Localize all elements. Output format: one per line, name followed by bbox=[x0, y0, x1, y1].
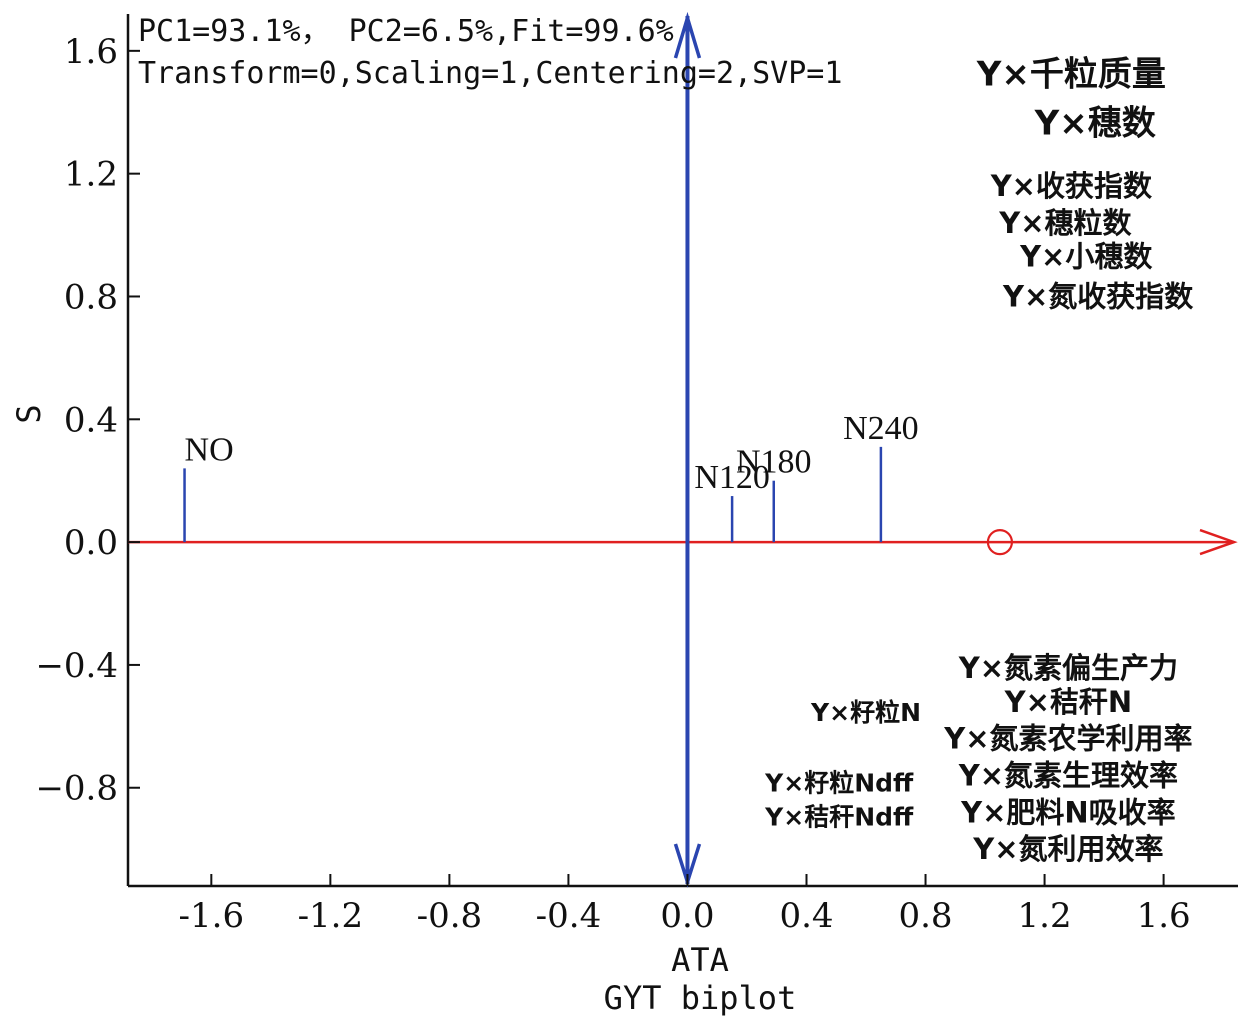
ata-arrow-head bbox=[1199, 528, 1238, 556]
trait-label: Y×氮素农学利用率 bbox=[943, 722, 1192, 756]
y-tick-label: 0.0 bbox=[64, 523, 118, 563]
trait-label: Y×收获指数 bbox=[990, 169, 1153, 203]
trait-label: Y×籽粒N bbox=[810, 698, 921, 727]
genotype-label: N120 bbox=[694, 459, 770, 496]
trait-label: Y×穗数 bbox=[1034, 104, 1156, 144]
trait-label: Y×肥料N吸收率 bbox=[960, 795, 1176, 829]
axes bbox=[128, 11, 1238, 888]
plot-frame bbox=[126, 14, 1238, 888]
trait-label: Y×籽粒Ndff bbox=[764, 769, 914, 798]
x-tick-label: -1.2 bbox=[298, 896, 364, 936]
ata-marker-circle bbox=[986, 529, 1014, 556]
ordinate-arrow-top bbox=[673, 11, 702, 59]
y-tick-label: 1.2 bbox=[64, 155, 118, 195]
y-axis-title: S bbox=[10, 404, 48, 423]
trait-label: Y×秸秆Ndff bbox=[764, 802, 914, 831]
x-tick-label: -0.4 bbox=[536, 896, 602, 936]
genotype-label: NO bbox=[185, 431, 234, 468]
trait-label: Y×氮素生理效率 bbox=[958, 758, 1178, 792]
data-marks bbox=[183, 446, 1014, 556]
x-tick-label: -0.8 bbox=[417, 896, 483, 936]
info-line-2: Transform=0,Scaling=1,Centering=2,SVP=1 bbox=[138, 56, 842, 91]
trait-label: Y×氮素偏生产力 bbox=[958, 651, 1178, 685]
y-tick-label: 0.8 bbox=[64, 277, 118, 317]
x-axis-title: ATA bbox=[671, 941, 729, 979]
trait-label: Y×氮收获指数 bbox=[1002, 279, 1194, 313]
x-tick-label: 1.2 bbox=[1018, 896, 1072, 936]
trait-label: Y×小穗数 bbox=[1019, 240, 1153, 274]
x-tick-label: 1.6 bbox=[1137, 896, 1191, 936]
trait-label: Y×氮利用效率 bbox=[972, 832, 1163, 866]
y-tick-label: −0.4 bbox=[35, 646, 118, 686]
trait-label: Y×千粒质量 bbox=[976, 54, 1166, 94]
x-tick-label: -1.6 bbox=[179, 896, 245, 936]
y-tick-label: 1.6 bbox=[64, 32, 118, 72]
trait-label: Y×穗粒数 bbox=[998, 206, 1132, 240]
x-tick-label: 0.0 bbox=[660, 896, 714, 936]
text-labels: -1.6 -1.2 -0.8 -0.4 0.0 0.4 0.8 1.2 1.6 −0.8 −0.4 0… bbox=[35, 32, 1194, 936]
y-tick-label: −0.8 bbox=[35, 769, 118, 809]
genotype-label: N240 bbox=[843, 410, 919, 447]
genotype-label: N180 bbox=[736, 444, 812, 481]
info-line-1: PC1=93.1%， PC2=6.5%,Fit=99.6% bbox=[138, 14, 674, 49]
x-tick-label: 0.4 bbox=[779, 896, 833, 936]
y-tick-label: 0.4 bbox=[64, 400, 118, 440]
x-tick-label: 0.8 bbox=[898, 896, 952, 936]
chart-title: GYT biplot bbox=[604, 979, 797, 1017]
trait-label: Y×秸秆N bbox=[1004, 685, 1133, 719]
tick-marks bbox=[128, 49, 1165, 886]
